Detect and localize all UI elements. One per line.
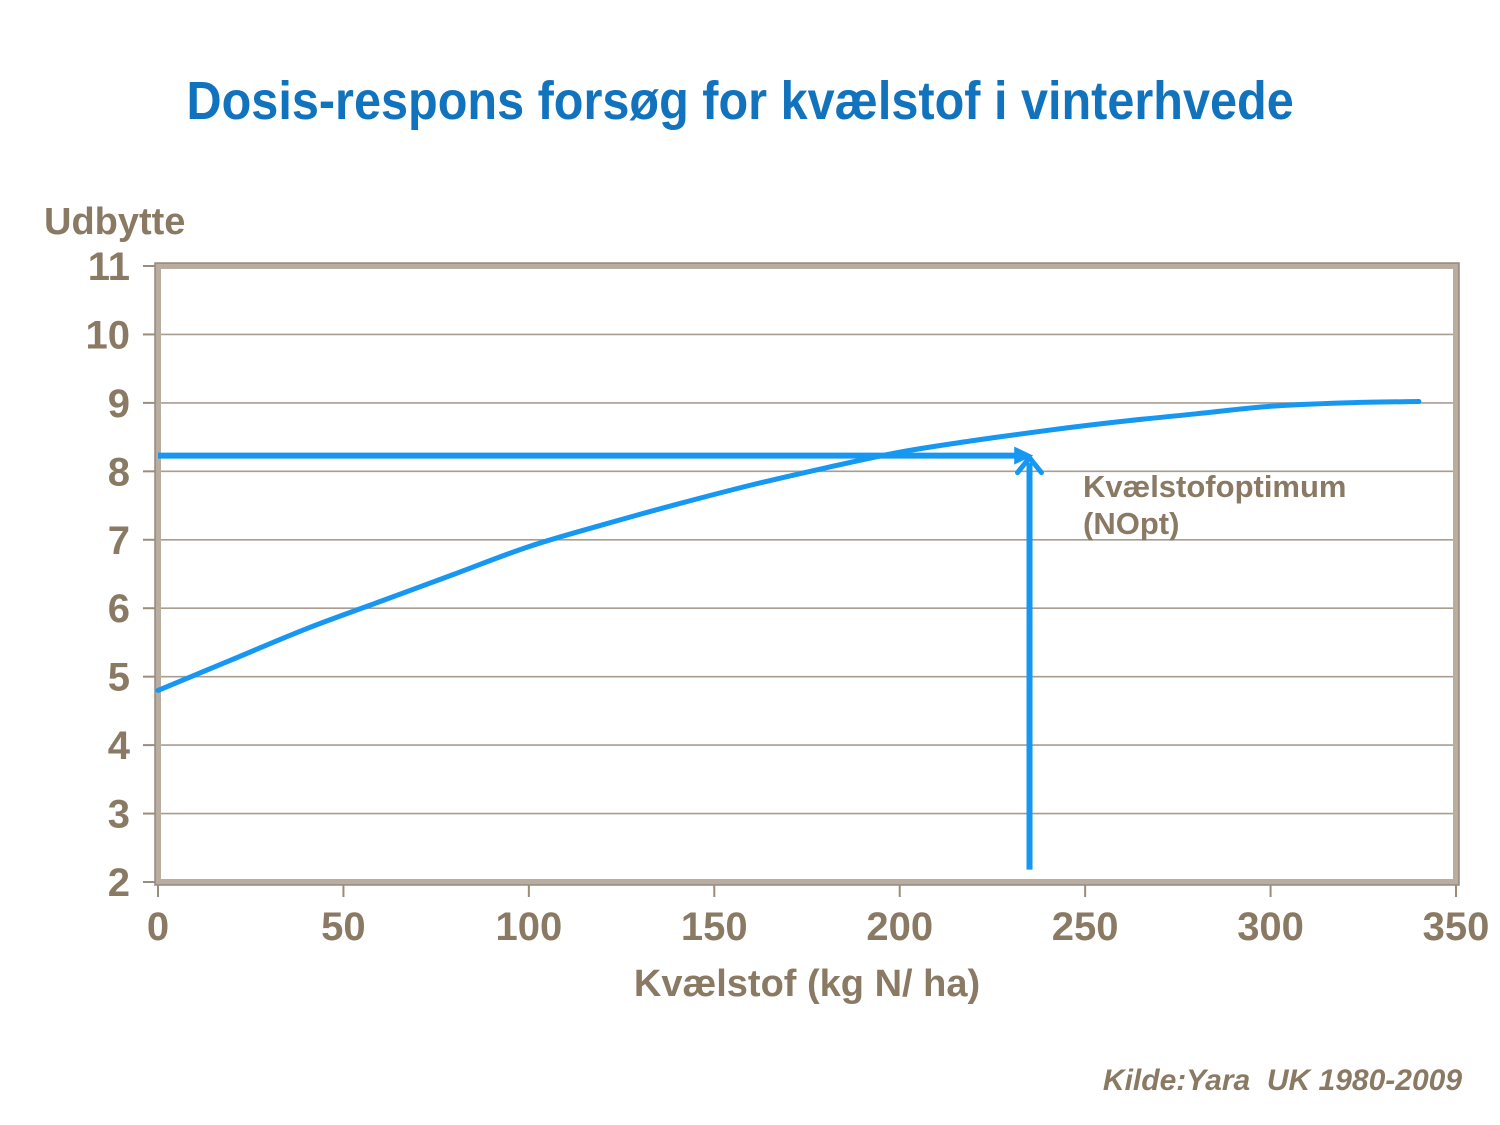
- horizontal-arrowhead: [1014, 446, 1034, 465]
- y-tick-label: 5: [108, 656, 130, 700]
- y-tick-label: 11: [88, 245, 130, 289]
- y-axis-title: Udbytte: [44, 201, 186, 243]
- vertical-arrowhead: [1015, 455, 1045, 476]
- x-tick-label: 100: [495, 905, 562, 949]
- x-tick-label: 300: [1237, 905, 1304, 949]
- optimum-annotation: Kvælstofoptimum (NOpt): [1083, 468, 1347, 542]
- optimum-annotation-line1: Kvælstofoptimum: [1083, 469, 1347, 504]
- source-note: Kilde:Yara UK 1980-2009: [1102, 1064, 1462, 1097]
- y-tick-label: 8: [108, 450, 130, 494]
- y-tick-label: 10: [86, 313, 131, 357]
- y-tick-label: 9: [108, 382, 130, 426]
- y-tick-label: 7: [108, 519, 130, 563]
- x-tick-label: 50: [321, 905, 366, 949]
- x-tick-label: 150: [681, 905, 748, 949]
- chart-title-text: Dosis-respons forsøg for kvælstof i vint…: [186, 71, 1294, 131]
- x-axis-title: Kvælstof (kg N/ ha): [633, 963, 981, 1005]
- plot-frame: [155, 263, 1459, 885]
- x-tick-label: 200: [866, 905, 933, 949]
- x-tick-label: 350: [1423, 905, 1490, 949]
- y-tick-label: 3: [108, 793, 130, 837]
- chart-title: Dosis-respons forsøg for kvælstof i vint…: [0, 70, 1480, 132]
- response-curve: [155, 399, 1422, 693]
- optimum-annotation-line2: (NOpt): [1083, 506, 1180, 541]
- y-tick-label: 6: [108, 587, 130, 631]
- x-tick-label: 0: [147, 905, 169, 949]
- y-tick-label: 4: [108, 724, 131, 768]
- x-tick-label: 250: [1052, 905, 1119, 949]
- plot-frame-outer: [154, 262, 1460, 886]
- y-tick-label: 2: [108, 861, 130, 905]
